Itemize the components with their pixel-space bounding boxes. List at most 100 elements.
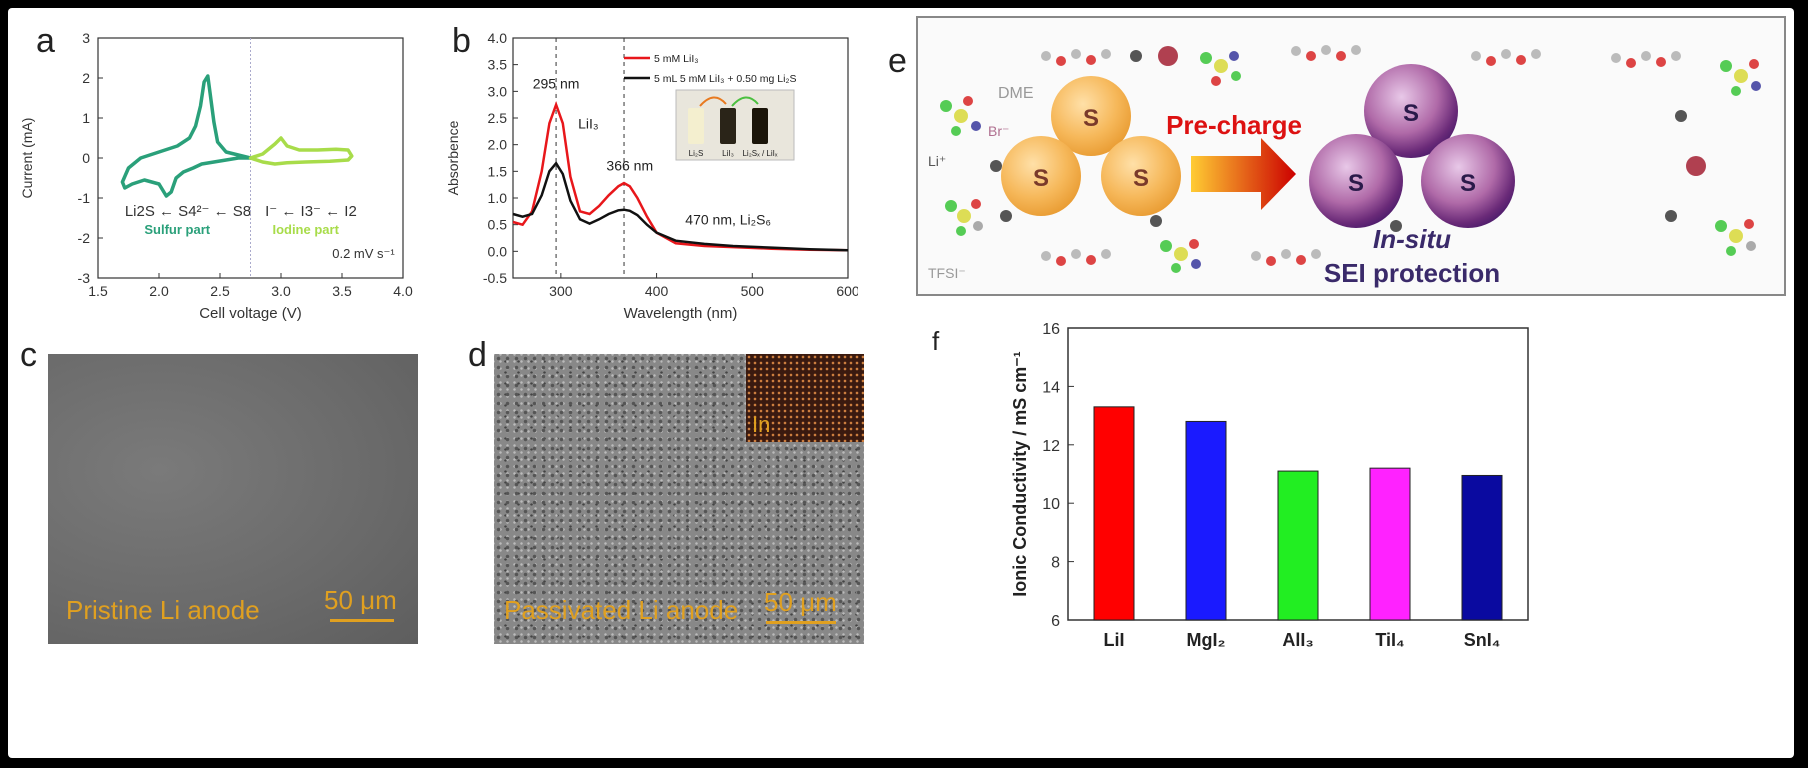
y-tick-label: 16 — [1042, 321, 1060, 338]
x-tick-label: 4.0 — [393, 283, 413, 299]
coated-sulfur-particle: S — [1421, 134, 1515, 228]
absorbance-series-line — [512, 101, 849, 252]
scale-label: 50 μm — [324, 585, 397, 615]
s-label: S — [1083, 105, 1099, 132]
pre-charge-arrow-icon — [1191, 138, 1296, 210]
panel-c: c Pristine Li anode 50 μm — [8, 328, 438, 658]
x-axis-label: Wavelength (nm) — [624, 305, 738, 322]
y-tick-label: 3.5 — [488, 57, 508, 73]
tfsi-label: TFSI⁻ — [928, 265, 966, 281]
cv-series-line — [248, 136, 354, 166]
li-ion-icon — [1000, 210, 1012, 222]
reaction-arrow-icon — [731, 96, 759, 107]
pristine-caption: Pristine Li anode — [66, 595, 260, 625]
x-tick-label: 300 — [549, 283, 573, 299]
x-category-label: LiI — [1104, 630, 1125, 650]
x-tick-label: 500 — [741, 283, 765, 299]
y-tick-label: 1.0 — [488, 190, 508, 206]
conductivity-bar — [1277, 470, 1319, 621]
vial-icon — [688, 108, 704, 144]
br-ion-icon — [1686, 156, 1706, 176]
dme-molecule-icon — [1471, 49, 1541, 66]
panel-d-label: d — [468, 336, 487, 374]
panel-b: b 300 400 500 600 -0.5 0.0 0.5 1.0 1.5 2.0 2.5 3.0 3… — [438, 8, 858, 328]
plot-frame — [512, 37, 849, 279]
sulfur-particle: S — [1051, 76, 1131, 156]
s-label: S — [1403, 100, 1419, 127]
y-tick-label: 3 — [82, 30, 90, 46]
li-ion-icon — [1665, 210, 1677, 222]
dme-molecule-icon — [1291, 45, 1361, 61]
cv-series-line — [120, 74, 253, 198]
sulfur-chain-label: Li2S ← S4²⁻ ← S8 — [125, 203, 251, 220]
y-tick-label: 6 — [1051, 613, 1060, 630]
y-axis-label: Current (mA) — [19, 118, 35, 199]
y-tick-label: 3.0 — [488, 83, 508, 99]
dme-label: DME — [998, 85, 1034, 102]
x-tick-label: 600 — [836, 283, 858, 299]
tfsi-molecule-icon — [940, 96, 981, 136]
y-tick-label: 1 — [82, 110, 90, 126]
x-tick-label: 3.0 — [271, 283, 291, 299]
y-tick-label: 14 — [1042, 379, 1060, 396]
y-axis-label: Absorbence — [445, 120, 461, 195]
conductivity-bar — [1093, 406, 1135, 621]
inset-label: In — [752, 412, 771, 437]
sulfur-particle: S — [1101, 136, 1181, 216]
s-label: S — [1460, 170, 1476, 197]
passivated-caption: Passivated Li anode — [504, 595, 739, 625]
uv-vis-chart: 300 400 500 600 -0.5 0.0 0.5 1.0 1.5 2.0 2.5 3.0 3.5… — [445, 30, 858, 322]
conductivity-bar — [1461, 474, 1503, 621]
tfsi-molecule-icon — [945, 199, 983, 236]
x-axis-label: Cell voltage (V) — [199, 305, 302, 322]
y-tick-label: -3 — [78, 270, 91, 286]
scale-bar — [330, 619, 394, 622]
y-tick-label: -1 — [78, 190, 91, 206]
panel-f-label: f — [932, 326, 940, 356]
iodine-chain-label: I⁻ ← I3⁻ ← I2 — [265, 203, 357, 220]
tfsi-molecule-icon — [1720, 59, 1761, 96]
peak-label: 366 nm — [606, 157, 653, 173]
li-ion-icon — [1150, 215, 1162, 227]
peak-label: 295 nm — [533, 76, 580, 92]
x-category-label: SnI₄ — [1464, 630, 1501, 650]
s-label: S — [1348, 170, 1364, 197]
panel-b-label: b — [452, 22, 471, 60]
tfsi-molecule-icon — [1715, 219, 1756, 256]
conductivity-bar — [1185, 420, 1227, 621]
x-tick-label: 3.5 — [332, 283, 352, 299]
scale-bar — [766, 621, 836, 624]
x-tick-label: 1.5 — [88, 283, 108, 299]
pristine-sem-image: Pristine Li anode 50 μm — [48, 354, 418, 644]
vial-label: Li₂Sₓ / LiIₓ — [742, 149, 777, 158]
x-category-label: MgI₂ — [1187, 630, 1226, 650]
y-tick-label: 2.5 — [488, 110, 508, 126]
y-tick-label: 8 — [1051, 555, 1060, 572]
y-tick-label: 0.5 — [488, 217, 508, 233]
panel-f: f 6 8 10 12 14 16 Ionic Conductivity / mS cm⁻¹… — [908, 308, 1794, 758]
reaction-arrow-icon — [699, 96, 727, 107]
li-ion-icon — [1675, 110, 1687, 122]
legend-label: 5 mM LiI₃ — [654, 53, 699, 65]
in-situ-label: In-situ — [1373, 224, 1451, 254]
sulfur-particle: S — [1001, 136, 1081, 216]
br-ion-icon — [1158, 46, 1178, 66]
panel-d: d In Passivated Li anode 50 μm — [458, 328, 878, 658]
sulfur-part-label: Sulfur part — [144, 222, 210, 237]
dme-molecule-icon — [1041, 49, 1111, 66]
x-tick-label: 2.5 — [210, 283, 230, 299]
vial-icon — [752, 108, 768, 144]
y-tick-label: 0 — [82, 150, 90, 166]
panel-e: e — [868, 8, 1794, 328]
x-tick-label: 400 — [645, 283, 669, 299]
cv-chart: 1.5 2.0 2.5 3.0 3.5 4.0 -3 -2 -1 0 1 2 3 Cell voltage… — [19, 30, 413, 322]
passivated-sem-image: In Passivated Li anode 50 μm — [494, 354, 864, 644]
pre-charge-label: Pre-charge — [1166, 110, 1302, 140]
species-label: LiI₃ — [578, 116, 599, 132]
dme-molecule-icon — [1611, 51, 1681, 68]
li-label: Li⁺ — [928, 153, 946, 169]
li2s6-label: 470 nm, Li₂S₆ — [685, 212, 771, 228]
indium-map-inset: In — [746, 354, 864, 442]
dme-molecule-icon — [1251, 249, 1321, 266]
coated-sulfur-particle: S — [1364, 64, 1458, 158]
